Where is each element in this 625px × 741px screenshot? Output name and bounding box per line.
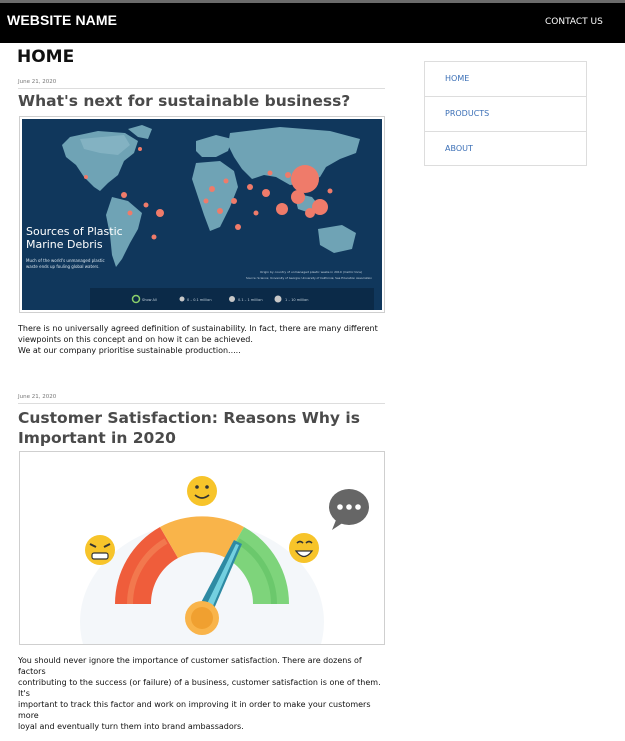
site-header: WEBSITE NAME CONTACT US bbox=[0, 3, 625, 43]
sidebar-nav: HOME PRODUCTS ABOUT bbox=[424, 61, 587, 166]
post-excerpt-line: We at our company prioritise sustainable… bbox=[18, 346, 241, 355]
legend-medium: 0.1 – 1 million bbox=[238, 298, 263, 302]
post-title-line: Important in 2020 bbox=[18, 429, 176, 447]
post-divider bbox=[18, 88, 385, 89]
map-note-line2: Source: Science; University of Georgia; … bbox=[246, 276, 372, 280]
legend-show-all-icon bbox=[131, 294, 141, 304]
map-heading-line1: Sources of Plastic bbox=[26, 225, 123, 238]
gauge-yellow-segment bbox=[160, 516, 244, 558]
post-date: June 21, 2020 bbox=[18, 394, 57, 400]
satisfaction-gauge-graphic bbox=[20, 452, 384, 644]
smiling-face-icon bbox=[187, 476, 217, 506]
legend-small: 0 – 0.1 million bbox=[187, 298, 212, 302]
post-title[interactable]: Customer Satisfaction: Reasons Why is Im… bbox=[18, 408, 385, 448]
plastic-debris-map-image[interactable]: Sources of Plastic Marine Debris Much of… bbox=[19, 116, 385, 313]
post-excerpt-line: loyal and eventually turn them into bran… bbox=[18, 722, 244, 731]
sidebar-item-products[interactable]: PRODUCTS bbox=[425, 97, 586, 132]
post-excerpt-line: contributing to the success (or failure)… bbox=[18, 678, 381, 698]
top-strip bbox=[0, 0, 625, 3]
post-excerpt: There is no universally agreed definitio… bbox=[18, 323, 385, 356]
post-date: June 21, 2020 bbox=[18, 79, 57, 85]
sidebar-item-about[interactable]: ABOUT bbox=[445, 144, 473, 153]
sidebar-item-home[interactable]: HOME bbox=[425, 62, 586, 97]
post-sustainable-business: June 21, 2020 What's next for sustainabl… bbox=[18, 79, 385, 111]
site-name[interactable]: WEBSITE NAME bbox=[7, 12, 118, 28]
map-note-line1: Origin by country of unmanaged plastic w… bbox=[260, 270, 362, 274]
legend-medium-icon bbox=[229, 296, 235, 302]
post-title-line: Customer Satisfaction: Reasons Why is bbox=[18, 409, 360, 427]
post-excerpt-line: You should never ignore the importance o… bbox=[18, 656, 362, 676]
post-excerpt: You should never ignore the importance o… bbox=[18, 655, 385, 732]
satisfaction-meter-image[interactable] bbox=[19, 451, 385, 645]
world-map-graphic: Sources of Plastic Marine Debris Much of… bbox=[22, 119, 382, 310]
post-excerpt-line: There is no universally agreed definitio… bbox=[18, 324, 378, 333]
post-divider bbox=[18, 403, 385, 404]
post-customer-satisfaction: June 21, 2020 Customer Satisfaction: Rea… bbox=[18, 394, 385, 448]
map-caption-line1: Much of the world's unmanaged plastic bbox=[26, 258, 105, 263]
legend-small-icon bbox=[179, 296, 185, 302]
page-title: HOME bbox=[17, 47, 75, 67]
angry-face-icon bbox=[85, 535, 115, 565]
map-heading-line2: Marine Debris bbox=[26, 238, 103, 251]
legend-large: 1 – 10 million bbox=[285, 298, 308, 302]
legend-show-all: Show All bbox=[142, 298, 157, 302]
laughing-face-icon bbox=[289, 533, 319, 563]
speech-bubble-icon bbox=[329, 489, 369, 530]
post-excerpt-line: viewpoints on this concept and on how it… bbox=[18, 335, 253, 344]
post-title[interactable]: What's next for sustainable business? bbox=[18, 92, 351, 110]
contact-us-link[interactable]: CONTACT US bbox=[545, 17, 603, 27]
legend-large-icon bbox=[274, 295, 282, 303]
map-caption-line2: waste ends up fouling global waters. bbox=[26, 264, 100, 269]
post-excerpt-line: important to track this factor and work … bbox=[18, 700, 371, 720]
